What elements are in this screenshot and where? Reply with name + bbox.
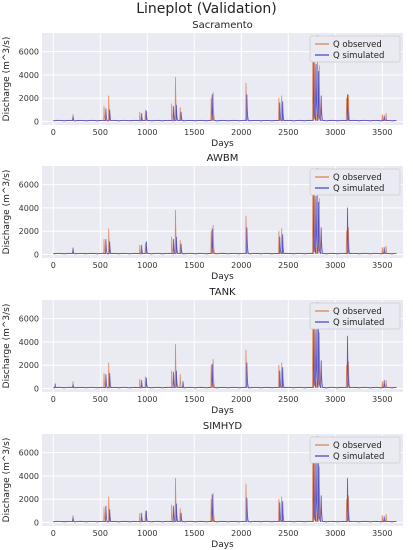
panel-title: TANK — [208, 287, 236, 298]
y-tick-label: 4000 — [19, 472, 39, 481]
y-tick-label: 0 — [34, 385, 39, 394]
legend-box — [309, 35, 401, 63]
x-tick-label: 0 — [51, 395, 56, 404]
y-axis-label: Discharge (m^3/s) — [2, 170, 12, 255]
y-tick-label: 4000 — [19, 338, 39, 347]
x-tick-label: 500 — [93, 128, 108, 137]
series-line-simulated — [53, 454, 397, 523]
y-tick-label: 6000 — [19, 48, 39, 57]
y-axis-label: Discharge (m^3/s) — [2, 438, 12, 523]
x-tick-label: 1000 — [137, 128, 157, 137]
series-line-simulated — [53, 192, 397, 255]
x-tick-label: 0 — [51, 261, 56, 270]
legend-label: Q simulated — [333, 318, 384, 328]
y-tick-label: 4000 — [19, 71, 39, 80]
x-axis-label: Days — [211, 540, 234, 550]
x-tick-label: 3500 — [372, 261, 392, 270]
x-tick-label: 1500 — [184, 261, 204, 270]
legend-label: Q observed — [333, 40, 382, 50]
panel-title: AWBM — [207, 153, 239, 164]
series-line-simulated — [53, 60, 397, 122]
x-tick-label: 500 — [93, 261, 108, 270]
y-axis-label: Discharge (m^3/s) — [2, 37, 12, 122]
x-tick-label: 500 — [93, 529, 108, 538]
x-tick-label: 2000 — [231, 395, 251, 404]
x-tick-label: 3000 — [325, 529, 345, 538]
legend-label: Q observed — [333, 173, 382, 183]
x-tick-label: 500 — [93, 395, 108, 404]
x-tick-label: 1500 — [184, 529, 204, 538]
y-tick-label: 2000 — [19, 227, 39, 236]
y-axis-label: Discharge (m^3/s) — [2, 304, 12, 389]
y-tick-label: 6000 — [19, 449, 39, 458]
y-tick-label: 2000 — [19, 495, 39, 504]
panel-title: Sacramento — [192, 20, 252, 31]
x-axis-label: Days — [211, 406, 234, 416]
legend-label: Q observed — [333, 307, 382, 317]
x-tick-label: 2000 — [231, 128, 251, 137]
legend-box — [309, 302, 401, 330]
y-tick-label: 2000 — [19, 361, 39, 370]
figure-title: Lineplot (Validation) — [136, 1, 277, 17]
y-tick-label: 0 — [34, 118, 39, 127]
x-tick-label: 2500 — [278, 261, 298, 270]
y-tick-label: 6000 — [19, 181, 39, 190]
y-tick-label: 0 — [34, 251, 39, 260]
y-tick-label: 4000 — [19, 204, 39, 213]
legend-label: Q simulated — [333, 184, 384, 194]
x-tick-label: 1000 — [137, 529, 157, 538]
legend-label: Q simulated — [333, 452, 384, 462]
x-tick-label: 3500 — [372, 395, 392, 404]
x-tick-label: 2500 — [278, 128, 298, 137]
x-tick-label: 1500 — [184, 128, 204, 137]
y-tick-label: 0 — [34, 519, 39, 528]
legend-box — [309, 436, 401, 464]
legend-label: Q simulated — [333, 51, 384, 61]
x-tick-label: 3000 — [325, 261, 345, 270]
y-tick-label: 2000 — [19, 94, 39, 103]
x-tick-label: 1500 — [184, 395, 204, 404]
x-tick-label: 3000 — [325, 128, 345, 137]
x-tick-label: 0 — [51, 128, 56, 137]
x-tick-label: 1000 — [137, 261, 157, 270]
x-tick-label: 2000 — [231, 261, 251, 270]
x-tick-label: 2500 — [278, 529, 298, 538]
x-tick-label: 0 — [51, 529, 56, 538]
x-tick-label: 3000 — [325, 395, 345, 404]
x-tick-label: 3500 — [372, 128, 392, 137]
x-axis-label: Days — [211, 139, 234, 149]
x-tick-label: 1000 — [137, 395, 157, 404]
panel-title: SIMHYD — [203, 421, 243, 432]
x-tick-label: 3500 — [372, 529, 392, 538]
x-tick-label: 2000 — [231, 529, 251, 538]
x-axis-label: Days — [211, 272, 234, 282]
y-tick-label: 6000 — [19, 315, 39, 324]
legend-label: Q observed — [333, 441, 382, 451]
legend-box — [309, 168, 401, 196]
series-line-simulated — [53, 325, 397, 389]
x-tick-label: 2500 — [278, 395, 298, 404]
